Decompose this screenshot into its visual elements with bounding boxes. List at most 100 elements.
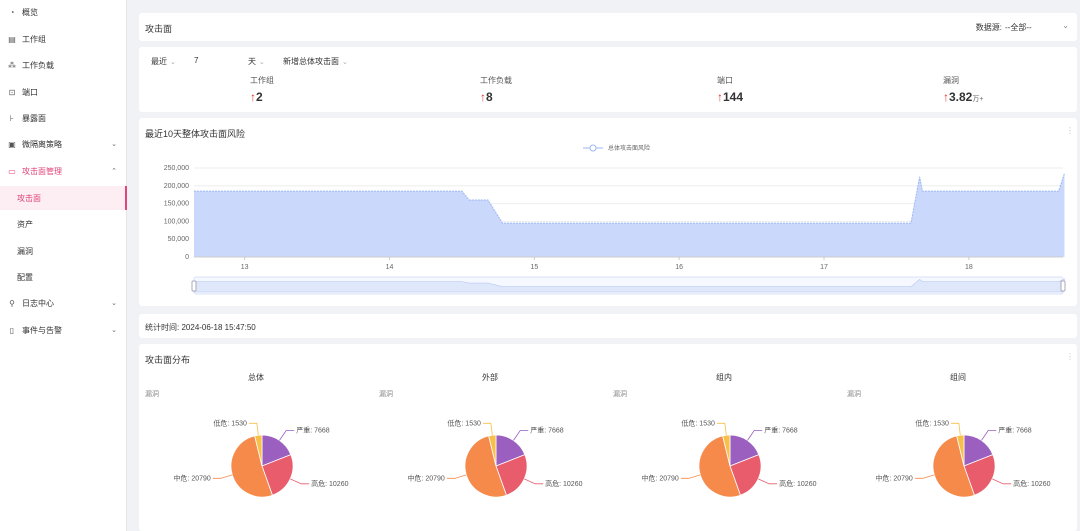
- pie-leader-line: [513, 430, 529, 441]
- pie-label: 严重: 7668: [998, 426, 1032, 434]
- sidebar-item-label: 微隔离策略: [22, 139, 62, 149]
- stat-label-vuln: 漏洞: [943, 76, 959, 85]
- x-tick-label: 13: [241, 264, 249, 271]
- stat-number: 3.82: [949, 90, 973, 104]
- stat-time-label: 统计时间:: [145, 323, 180, 332]
- distribution-panel: 攻击面分布 ⋮ 总体 漏洞 严重: 7668 高危: 10260 中危: 20790 低危…: [139, 344, 1077, 531]
- x-tick-label: 15: [530, 264, 538, 271]
- sidebar-item-overview[interactable]: ◔ 概览: [0, 0, 127, 24]
- zoom-slider-preview: [193, 278, 1065, 293]
- stat-label-workgroup: 工作组: [250, 76, 274, 85]
- pie-title: 组内: [716, 373, 732, 382]
- series-line: [194, 173, 1065, 224]
- pie-leader-line: [290, 478, 310, 485]
- pie-subtitle: 漏洞: [379, 391, 393, 398]
- sidebar-item-label: 攻击面管理: [22, 166, 62, 176]
- sidebar-item-exposure[interactable]: ⊦ 暴露面: [0, 106, 127, 130]
- chevron-down-icon: ⌄: [1062, 21, 1069, 30]
- more-icon[interactable]: ⋮: [1066, 126, 1074, 135]
- sidebar-item-log[interactable]: ⚲ 日志中心 ⌄: [0, 291, 127, 315]
- arrow-up-icon: ↑: [717, 90, 723, 104]
- chevron-down-icon: ⌄: [259, 58, 265, 66]
- pie-subtitle: 漏洞: [847, 391, 861, 398]
- sidebar-subitem-attack-surface[interactable]: 攻击面: [0, 186, 127, 210]
- sidebar-subitem-config[interactable]: 配置: [0, 265, 127, 289]
- workload-icon: ⁂: [8, 60, 16, 70]
- arrow-up-icon: ↑: [480, 90, 486, 104]
- distribution-title: 攻击面分布: [145, 355, 191, 365]
- sidebar-item-policy[interactable]: ▣ 微隔离策略 ⌄: [0, 132, 127, 156]
- stat-value-vuln: ↑3.82万+: [943, 90, 983, 104]
- stat-number: 144: [723, 90, 744, 104]
- stat-label-port: 端口: [717, 76, 733, 85]
- pie-chart: 严重: 7668 高危: 10260 中危: 20790 低危: 1530: [875, 418, 1051, 498]
- stat-time: 统计时间: 2024-06-18 15:47:50: [145, 322, 256, 333]
- y-tick-label: 100,000: [164, 218, 189, 225]
- pie-label: 中危: 20790: [875, 473, 912, 482]
- pie-label: 低危: 1530: [681, 418, 715, 427]
- range-input[interactable]: 7: [194, 56, 198, 65]
- range-value: 7: [194, 56, 199, 65]
- sidebar-subitem-label: 资产: [17, 219, 33, 229]
- stat-label-workload: 工作负载: [480, 76, 512, 85]
- pie-label: 低危: 1530: [915, 418, 949, 427]
- pie-title: 总体: [248, 373, 264, 382]
- metric-select[interactable]: 新增总体攻击面 ⌄: [283, 56, 348, 67]
- page-header: 攻击面 数据源: --全部-- ⌄: [139, 13, 1077, 41]
- pie-chart-block: 组间 漏洞 严重: 7668 高危: 10260 中危: 20790 低危: 1530: [841, 344, 1075, 531]
- overview-icon: ◔: [9, 7, 15, 17]
- pie-leader-line: [680, 474, 701, 479]
- policy-icon: ▣: [8, 139, 16, 149]
- sidebar-item-workgroup[interactable]: ▤ 工作组: [0, 27, 127, 51]
- sidebar-item-alert[interactable]: ▯ 事件与告警 ⌄: [0, 318, 127, 342]
- pie-slice: [254, 434, 263, 467]
- pie-label: 中危: 20790: [173, 473, 210, 482]
- stat-time-value: 2024-06-18 15:47:50: [181, 323, 256, 332]
- sidebar-subitem-assets[interactable]: 资产: [0, 212, 127, 236]
- arrow-up-icon: ↑: [250, 90, 256, 104]
- y-tick-label: 0: [185, 254, 189, 261]
- series-area: [194, 173, 1065, 257]
- sidebar-item-label: 工作负载: [22, 60, 54, 70]
- pie-leader-line: [248, 422, 259, 436]
- trend-title: 最近10天整体攻击面风险: [145, 129, 246, 139]
- more-icon[interactable]: ⋮: [1066, 352, 1074, 361]
- pie-leader-line: [914, 474, 935, 479]
- sidebar-item-label: 工作组: [22, 34, 46, 44]
- sidebar: ◔ 概览 ▤ 工作组 ⁂ 工作负载 ⊡ 端口 ⊦ 暴露面 ▣ 微隔离策略 ⌄ ▭…: [0, 0, 127, 531]
- sidebar-subitem-vulnerabilities[interactable]: 漏洞: [0, 239, 127, 263]
- pie-label: 高危: 10260: [779, 479, 816, 488]
- datasource-select[interactable]: --全部-- ⌄: [1005, 20, 1069, 33]
- pie-chart-block: 外部 漏洞 严重: 7668 高危: 10260 中危: 20790 低危: 1530: [373, 344, 607, 531]
- pie-slice: [963, 454, 996, 496]
- chevron-down-icon: ⌄: [111, 141, 117, 148]
- range-select[interactable]: 最近 ⌄: [151, 56, 176, 67]
- y-tick-label: 150,000: [164, 201, 189, 208]
- pie-slice: [729, 454, 762, 496]
- y-tick-label: 50,000: [168, 236, 190, 243]
- x-tick-label: 18: [965, 264, 973, 271]
- sidebar-item-port[interactable]: ⊡ 端口: [0, 80, 127, 104]
- pie-leader-line: [992, 478, 1012, 485]
- sidebar-item-attack-surface[interactable]: ▭ 攻击面管理 ⌃: [0, 159, 127, 183]
- pie-slice: [261, 454, 294, 496]
- x-tick-label: 17: [820, 264, 828, 271]
- sidebar-item-label: 暴露面: [22, 113, 46, 123]
- pie-leader-line: [716, 422, 727, 436]
- pie-label: 中危: 20790: [407, 473, 444, 482]
- pie-label: 中危: 20790: [641, 473, 678, 482]
- pie-chart: 严重: 7668 高危: 10260 中危: 20790 低危: 1530: [641, 418, 817, 498]
- sidebar-item-label: 日志中心: [22, 298, 54, 308]
- sidebar-item-label: 概览: [22, 7, 38, 17]
- pie-label: 高危: 10260: [311, 479, 348, 488]
- y-tick-label: 200,000: [164, 183, 189, 190]
- sidebar-item-workload[interactable]: ⁂ 工作负载: [0, 53, 127, 77]
- pie-leader-line: [758, 478, 778, 485]
- range-unit-select[interactable]: 天 ⌄: [248, 56, 265, 67]
- page-title: 攻击面: [145, 24, 173, 34]
- stat-unit: 万+: [972, 96, 984, 103]
- attack-surface-icon: ▭: [8, 166, 16, 176]
- pie-chart: 严重: 7668 高危: 10260 中危: 20790 低危: 1530: [407, 418, 583, 498]
- alert-icon: ▯: [9, 325, 15, 335]
- port-icon: ⊡: [8, 87, 16, 97]
